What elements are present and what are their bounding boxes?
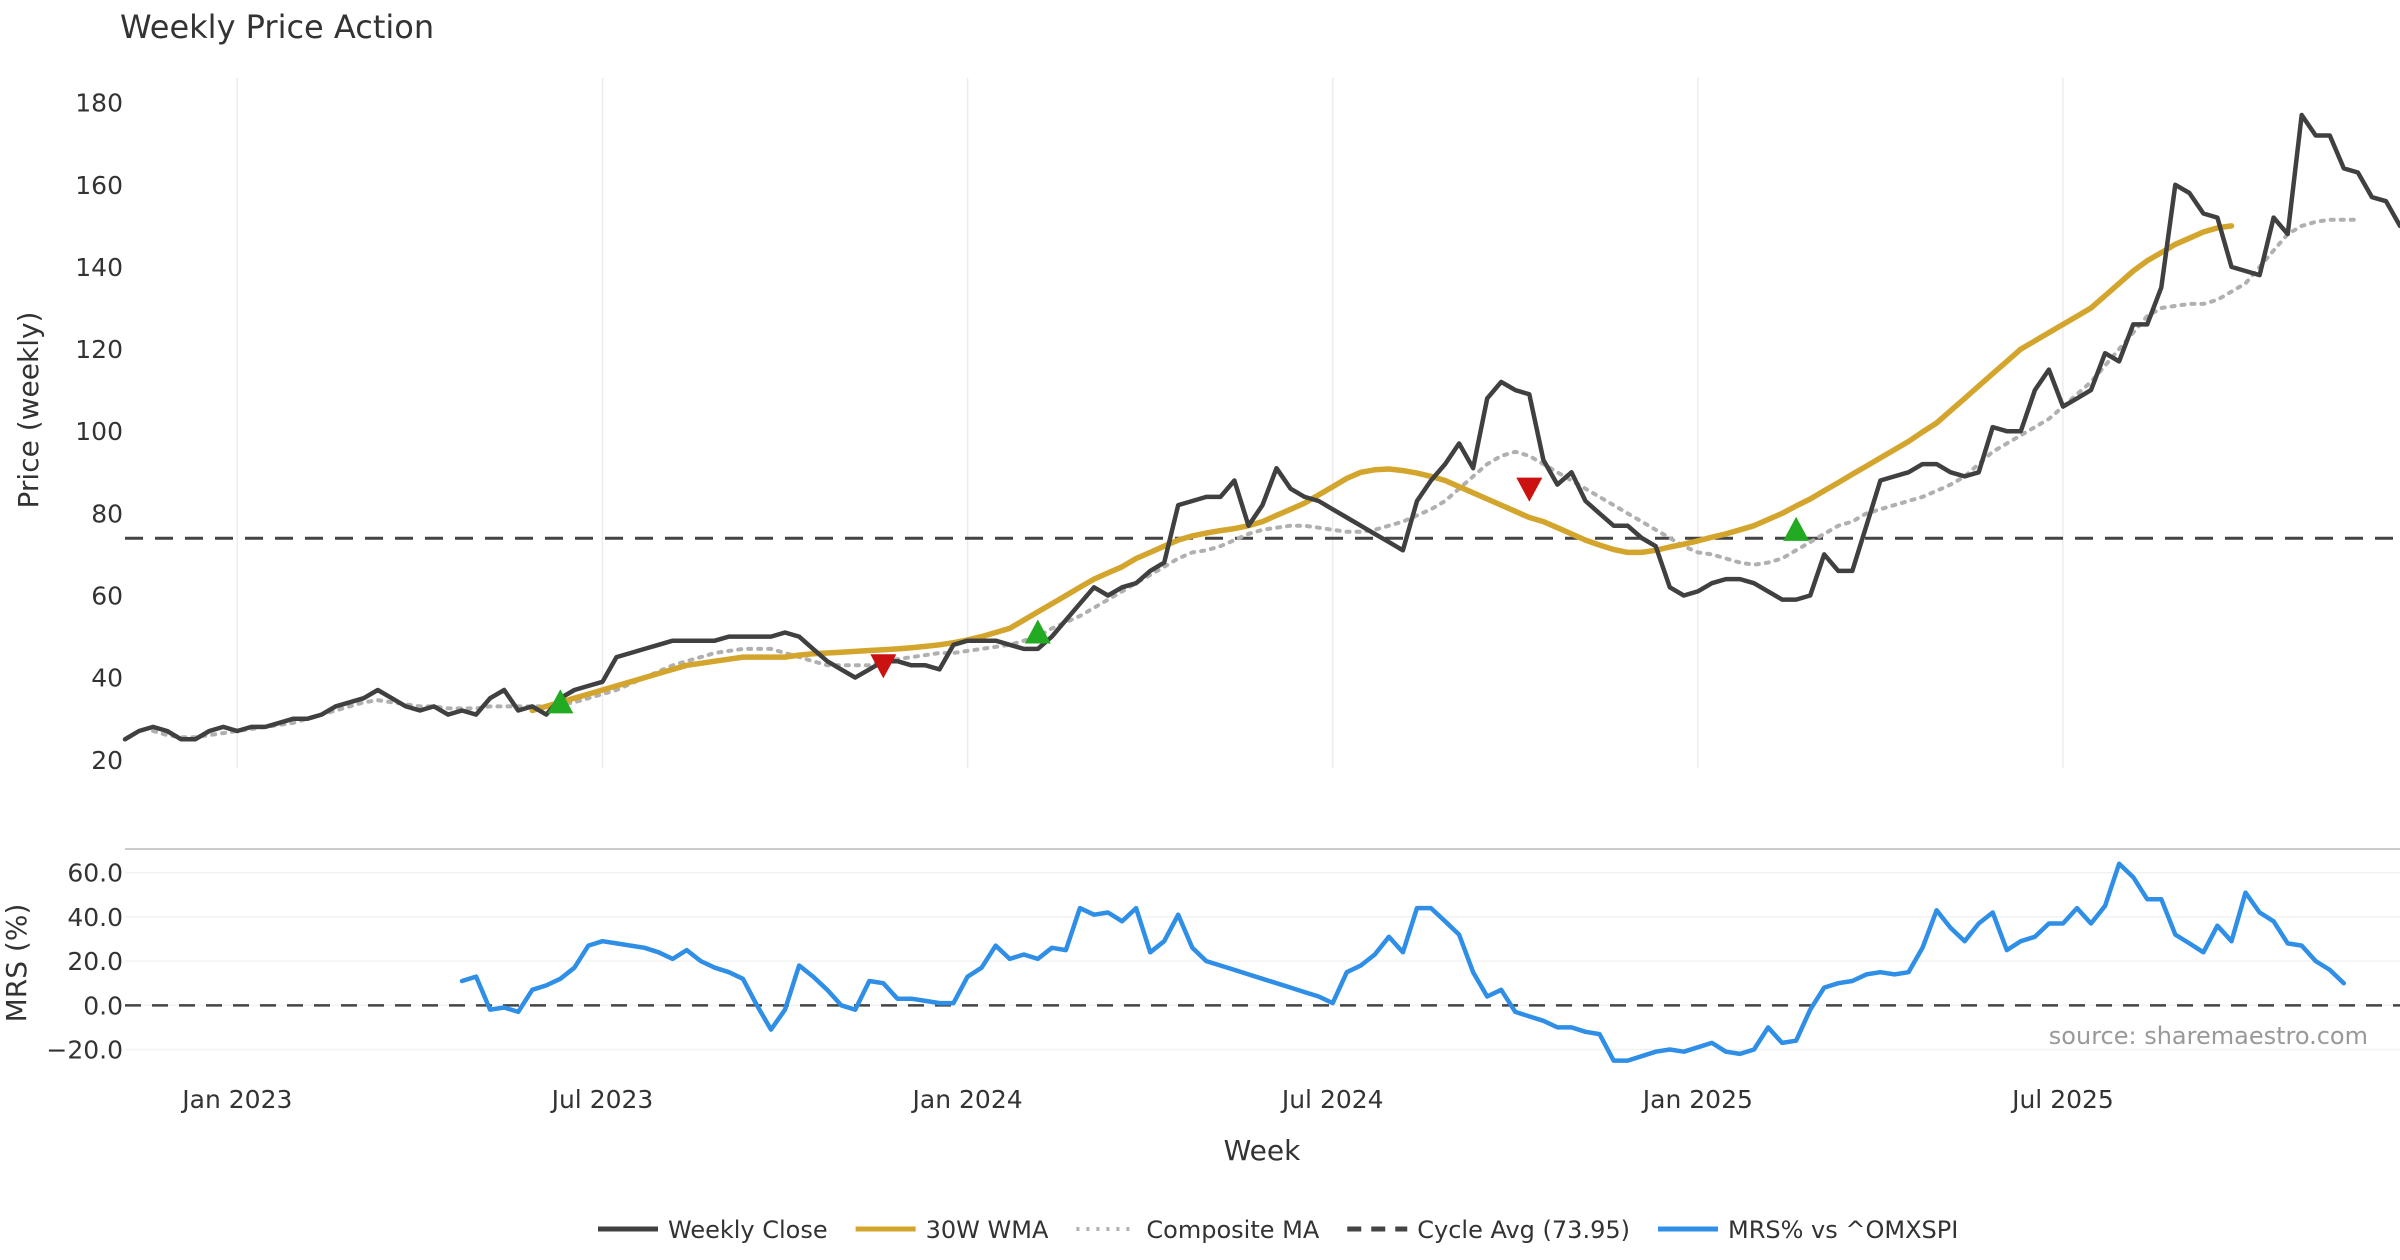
legend-label: 30W WMA xyxy=(926,1216,1049,1244)
legend: Weekly Close 30W WMA Composite MA Cycle Avg… xyxy=(598,1216,1958,1244)
price-y-ticks: 20 40 60 80 100 120 140 160 180 xyxy=(75,89,123,775)
x-tick-label: Jan 2023 xyxy=(180,1085,292,1114)
price-panel: 20 40 60 80 100 120 140 160 180 Price (weekly) xyxy=(12,78,2400,775)
price-y-tick-label: 160 xyxy=(75,171,123,200)
mrs-y-tick-label: 60.0 xyxy=(67,859,123,888)
mrs-series xyxy=(125,861,2400,1063)
close-series-line xyxy=(122,112,2400,742)
price-y-tick-label: 20 xyxy=(91,746,123,775)
price-y-tick-label: 120 xyxy=(75,335,123,364)
legend-item: 30W WMA xyxy=(855,1216,1049,1244)
price-y-label: Price (weekly) xyxy=(12,312,45,509)
x-tick-label: Jul 2024 xyxy=(1280,1085,1384,1114)
chart-title: Weekly Price Action xyxy=(120,8,434,46)
sell-signal-marker xyxy=(870,654,897,679)
source-note: source: sharemaestro.com xyxy=(2049,1022,2368,1050)
mrs-panel: −20.0 0.0 20.0 40.0 60.0 MRS (%) source: sha… xyxy=(0,859,2400,1065)
price-y-tick-label: 140 xyxy=(75,253,123,282)
legend-label: Weekly Close xyxy=(668,1216,828,1244)
legend-item: Weekly Close xyxy=(598,1216,828,1244)
price-y-tick-label: 80 xyxy=(91,499,123,528)
legend-label: MRS% vs ^OMXSPI xyxy=(1728,1216,1958,1244)
price-y-tick-label: 40 xyxy=(91,664,123,693)
buy-signal-marker xyxy=(1024,619,1051,644)
x-tick-label: Jul 2023 xyxy=(550,1085,654,1114)
buy-signal-marker xyxy=(1783,516,1810,541)
price-series xyxy=(122,112,2400,742)
price-grid xyxy=(236,78,2064,768)
x-ticks: Jan 2023 Jul 2023 Jan 2024 Jul 2024 Jan 2025… xyxy=(180,1085,2114,1114)
x-tick-label: Jul 2025 xyxy=(2010,1085,2114,1114)
price-y-tick-label: 180 xyxy=(75,89,123,118)
x-axis-label: Week xyxy=(1224,1134,1301,1167)
composite-series-line xyxy=(151,217,2360,740)
sell-signal-marker xyxy=(1516,477,1543,502)
mrs-y-tick-label: −20.0 xyxy=(46,1036,123,1065)
price-y-tick-label: 100 xyxy=(75,417,123,446)
price-y-tick-label: 60 xyxy=(91,582,123,611)
legend-label: Composite MA xyxy=(1146,1216,1319,1244)
mrs-y-tick-label: 40.0 xyxy=(67,903,123,932)
legend-item: Cycle Avg (73.95) xyxy=(1347,1216,1630,1244)
legend-label: Cycle Avg (73.95) xyxy=(1417,1216,1630,1244)
mrs-y-tick-label: 20.0 xyxy=(67,947,123,976)
legend-item: MRS% vs ^OMXSPI xyxy=(1657,1216,1958,1244)
legend-item: Composite MA xyxy=(1076,1216,1320,1244)
buy-signal-marker xyxy=(547,689,574,714)
mrs-y-label: MRS (%) xyxy=(0,904,33,1023)
x-tick-label: Jan 2024 xyxy=(911,1085,1023,1114)
x-tick-label: Jan 2025 xyxy=(1641,1085,1753,1114)
signal-markers xyxy=(547,477,1810,714)
mrs-series-line xyxy=(459,861,2347,1063)
mrs-y-tick-label: 0.0 xyxy=(83,991,123,1020)
mrs-y-ticks: −20.0 0.0 20.0 40.0 60.0 xyxy=(46,859,123,1065)
